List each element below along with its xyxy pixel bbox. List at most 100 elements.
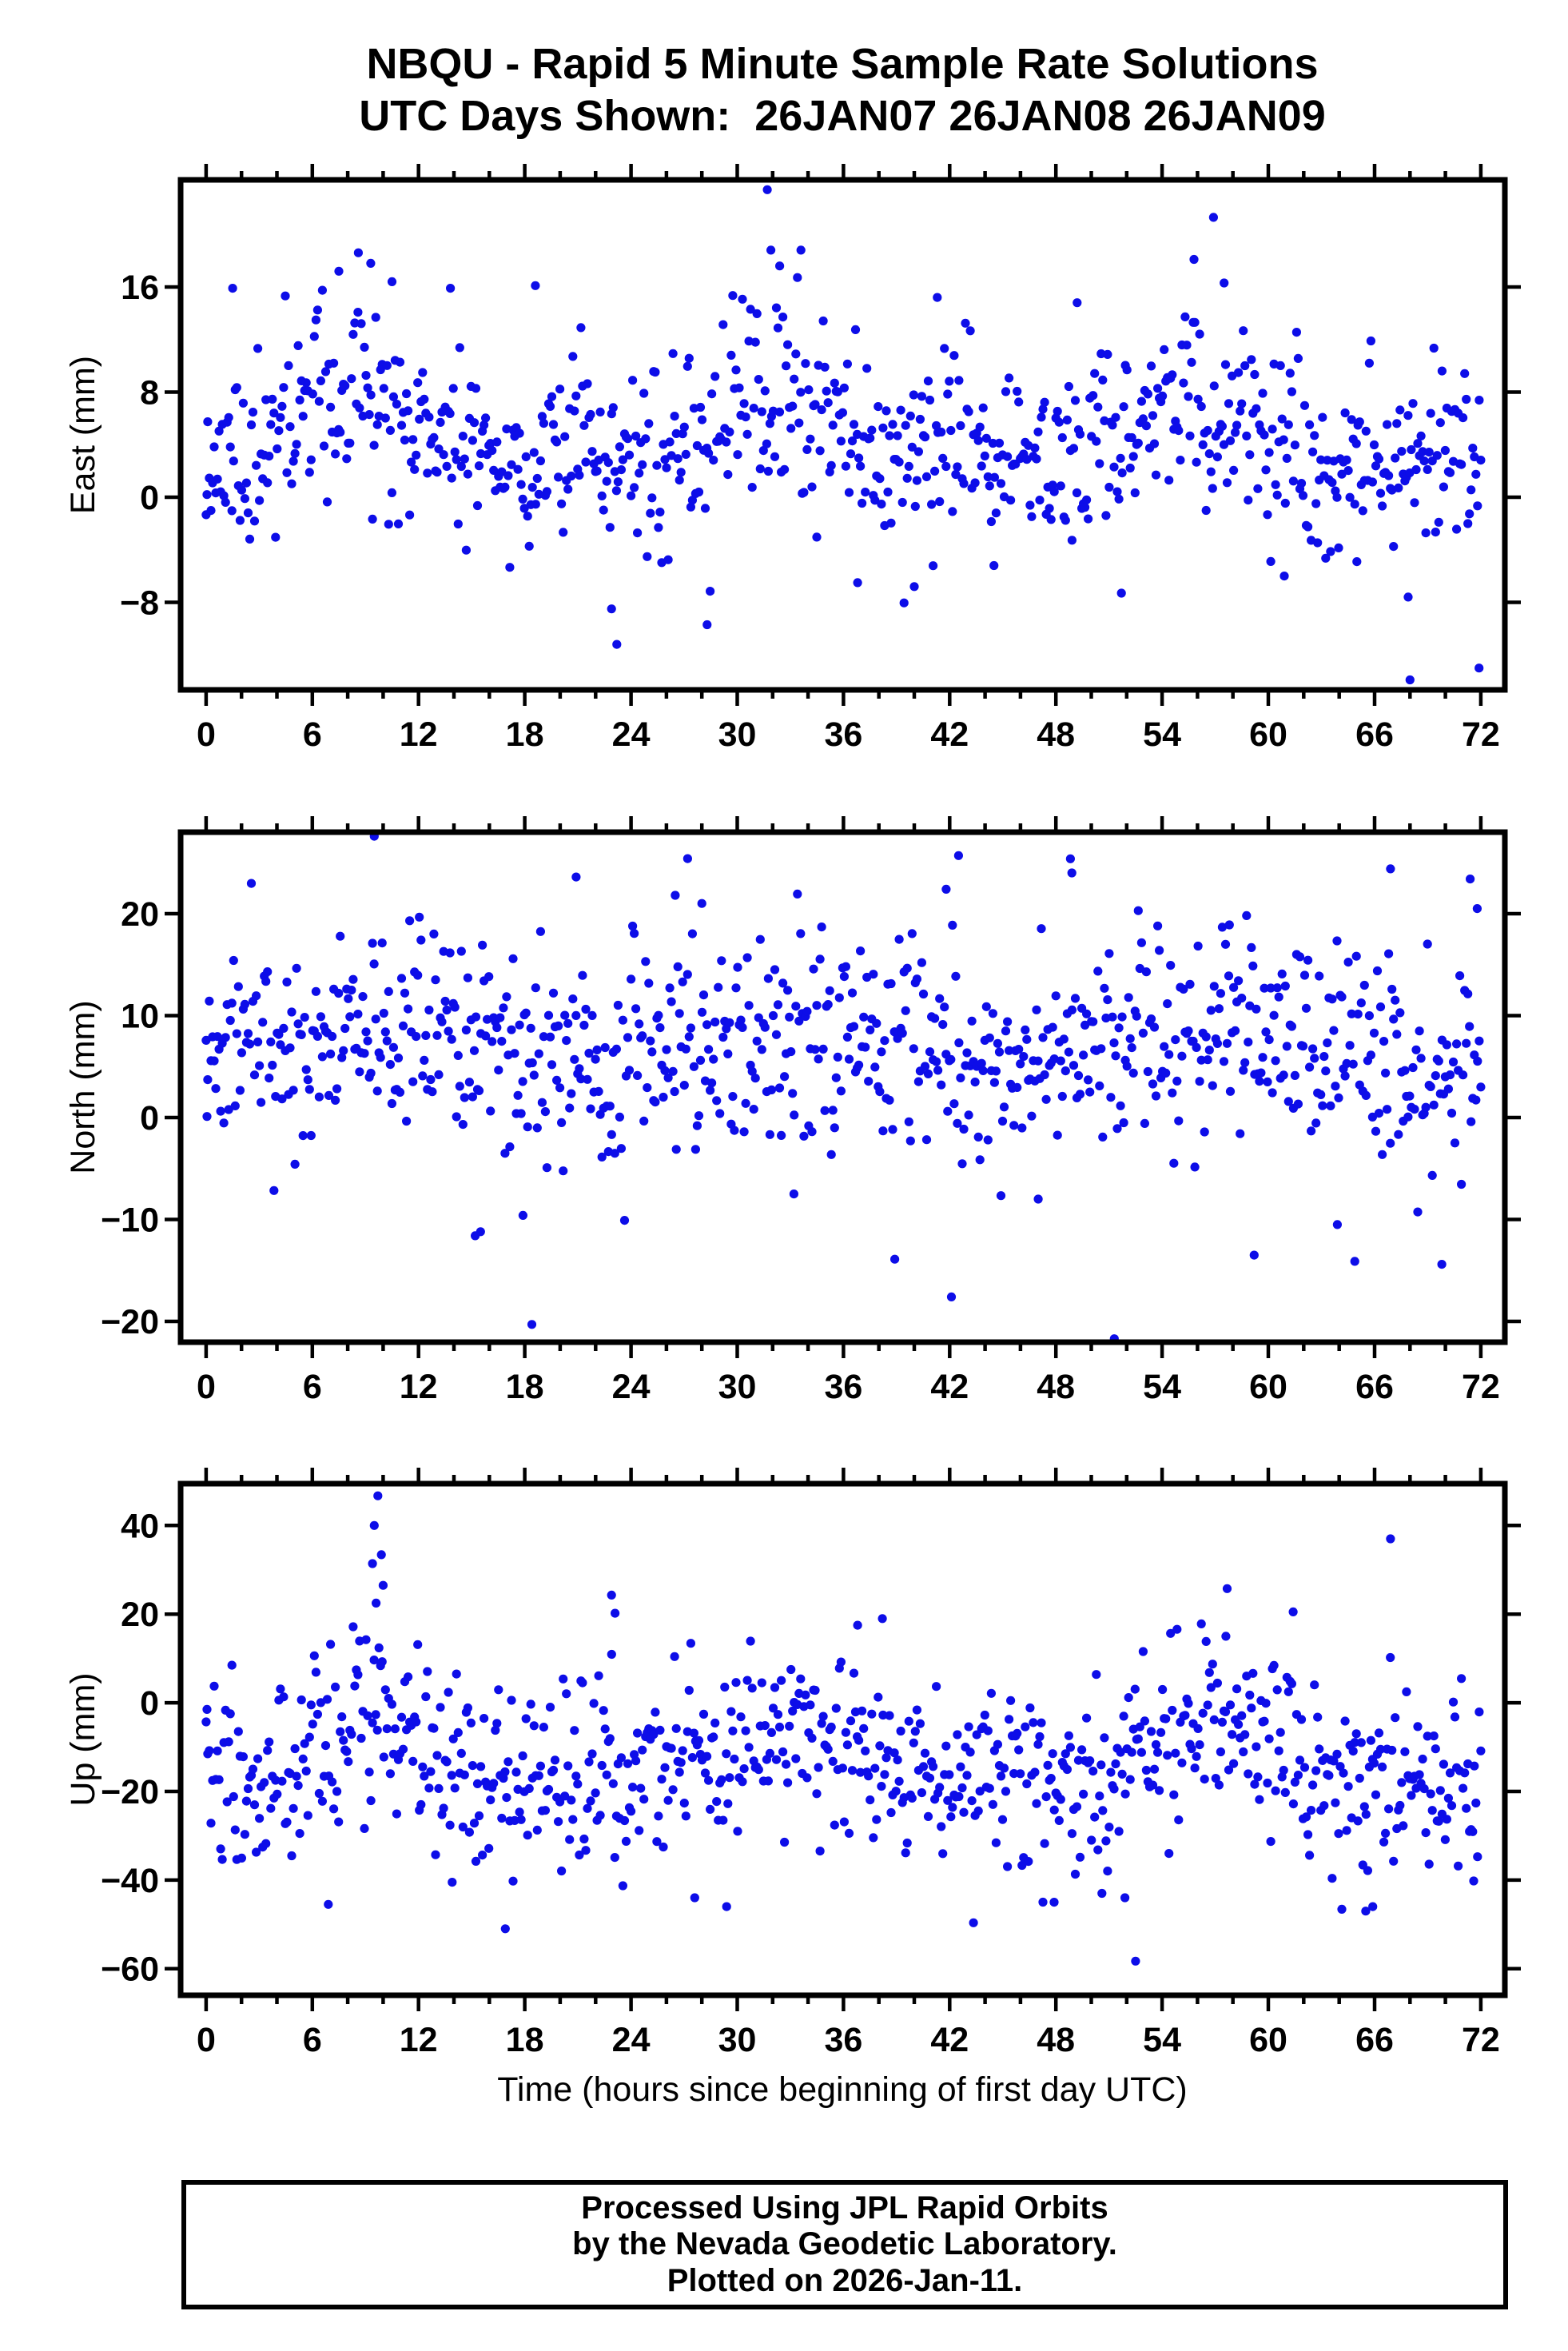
data-point	[768, 1010, 778, 1021]
data-point	[866, 433, 875, 443]
data-point	[935, 1783, 945, 1792]
data-point	[1141, 1765, 1151, 1775]
data-point	[1212, 1678, 1222, 1688]
data-point	[412, 450, 421, 460]
data-point	[817, 404, 826, 415]
data-point	[532, 1123, 542, 1133]
data-point	[671, 891, 680, 900]
data-point	[492, 1719, 502, 1728]
data-point	[497, 1813, 507, 1823]
data-point	[513, 1090, 523, 1100]
data-point	[733, 962, 742, 972]
data-point	[1392, 1030, 1402, 1039]
data-point	[1075, 1852, 1085, 1862]
data-point	[1405, 1091, 1415, 1101]
data-point	[754, 1013, 763, 1022]
data-point	[222, 1797, 232, 1807]
data-point	[1255, 1077, 1264, 1086]
data-point	[257, 1098, 266, 1107]
data-point	[1079, 1050, 1088, 1060]
data-point	[1423, 464, 1432, 475]
data-point	[697, 1007, 707, 1017]
data-point	[1282, 453, 1291, 464]
data-point	[1319, 1052, 1329, 1062]
data-point	[1201, 1636, 1211, 1646]
data-point	[988, 438, 997, 448]
data-point	[1224, 1765, 1234, 1775]
data-point	[1120, 1893, 1130, 1903]
data-point	[337, 1053, 347, 1062]
data-point	[1383, 1105, 1392, 1114]
data-point	[1054, 417, 1064, 427]
data-point	[791, 1002, 801, 1011]
north-x-tick-label: 72	[1462, 1368, 1500, 1406]
data-point	[1397, 447, 1407, 456]
data-point	[1287, 1022, 1296, 1031]
data-point	[616, 1753, 627, 1763]
north-x-tick-label: 30	[718, 1368, 757, 1406]
data-point	[429, 1723, 439, 1733]
data-point	[1345, 1041, 1355, 1050]
data-point	[436, 1703, 445, 1712]
data-point	[956, 1073, 965, 1082]
data-point	[1098, 1132, 1108, 1142]
data-point	[1056, 1795, 1065, 1804]
data-point	[460, 454, 469, 464]
data-point	[1299, 970, 1310, 980]
data-point	[983, 1135, 993, 1145]
data-point	[1244, 1038, 1253, 1047]
data-point	[643, 1083, 652, 1093]
data-point	[287, 479, 296, 488]
data-point	[1112, 1124, 1122, 1134]
data-point	[941, 884, 951, 894]
data-point	[893, 431, 902, 440]
up-x-tick-label: 18	[506, 2021, 544, 2059]
data-point	[698, 1709, 709, 1719]
data-point	[1307, 1126, 1316, 1136]
data-point	[476, 1762, 486, 1771]
data-point	[818, 1044, 828, 1054]
data-point	[788, 1089, 798, 1098]
data-point	[502, 992, 511, 1002]
data-point	[867, 425, 877, 435]
data-point	[773, 1710, 783, 1719]
data-point	[1220, 1707, 1231, 1716]
data-point	[639, 1116, 649, 1126]
data-point	[878, 1126, 888, 1136]
data-point	[426, 1074, 436, 1085]
data-point	[1457, 1674, 1467, 1684]
data-point	[742, 1676, 752, 1685]
east-x-tick-label: 42	[930, 715, 969, 754]
data-point	[1061, 516, 1070, 525]
data-point	[340, 381, 350, 391]
data-point	[681, 1811, 690, 1821]
data-point	[301, 1065, 311, 1074]
data-point	[562, 1689, 571, 1699]
data-point	[232, 383, 241, 392]
north-x-tick-label: 48	[1037, 1368, 1075, 1406]
data-point	[336, 1727, 345, 1736]
data-point	[717, 1775, 726, 1784]
data-point	[812, 1789, 822, 1799]
data-point	[1291, 328, 1301, 337]
data-point	[447, 1771, 456, 1780]
data-point	[1279, 572, 1289, 581]
data-point	[1239, 1747, 1248, 1757]
data-point	[1077, 1745, 1087, 1755]
data-point	[630, 483, 639, 492]
data-point	[1424, 448, 1434, 457]
data-point	[755, 934, 765, 944]
data-point	[421, 1030, 431, 1040]
data-point	[644, 419, 654, 428]
data-point	[959, 479, 969, 488]
data-point	[268, 1060, 277, 1070]
data-point	[474, 461, 484, 471]
data-point	[308, 389, 317, 399]
data-point	[1426, 408, 1435, 418]
data-point	[1476, 456, 1486, 465]
data-point	[290, 1159, 300, 1169]
data-point	[468, 1761, 478, 1771]
data-point	[1193, 1723, 1203, 1733]
